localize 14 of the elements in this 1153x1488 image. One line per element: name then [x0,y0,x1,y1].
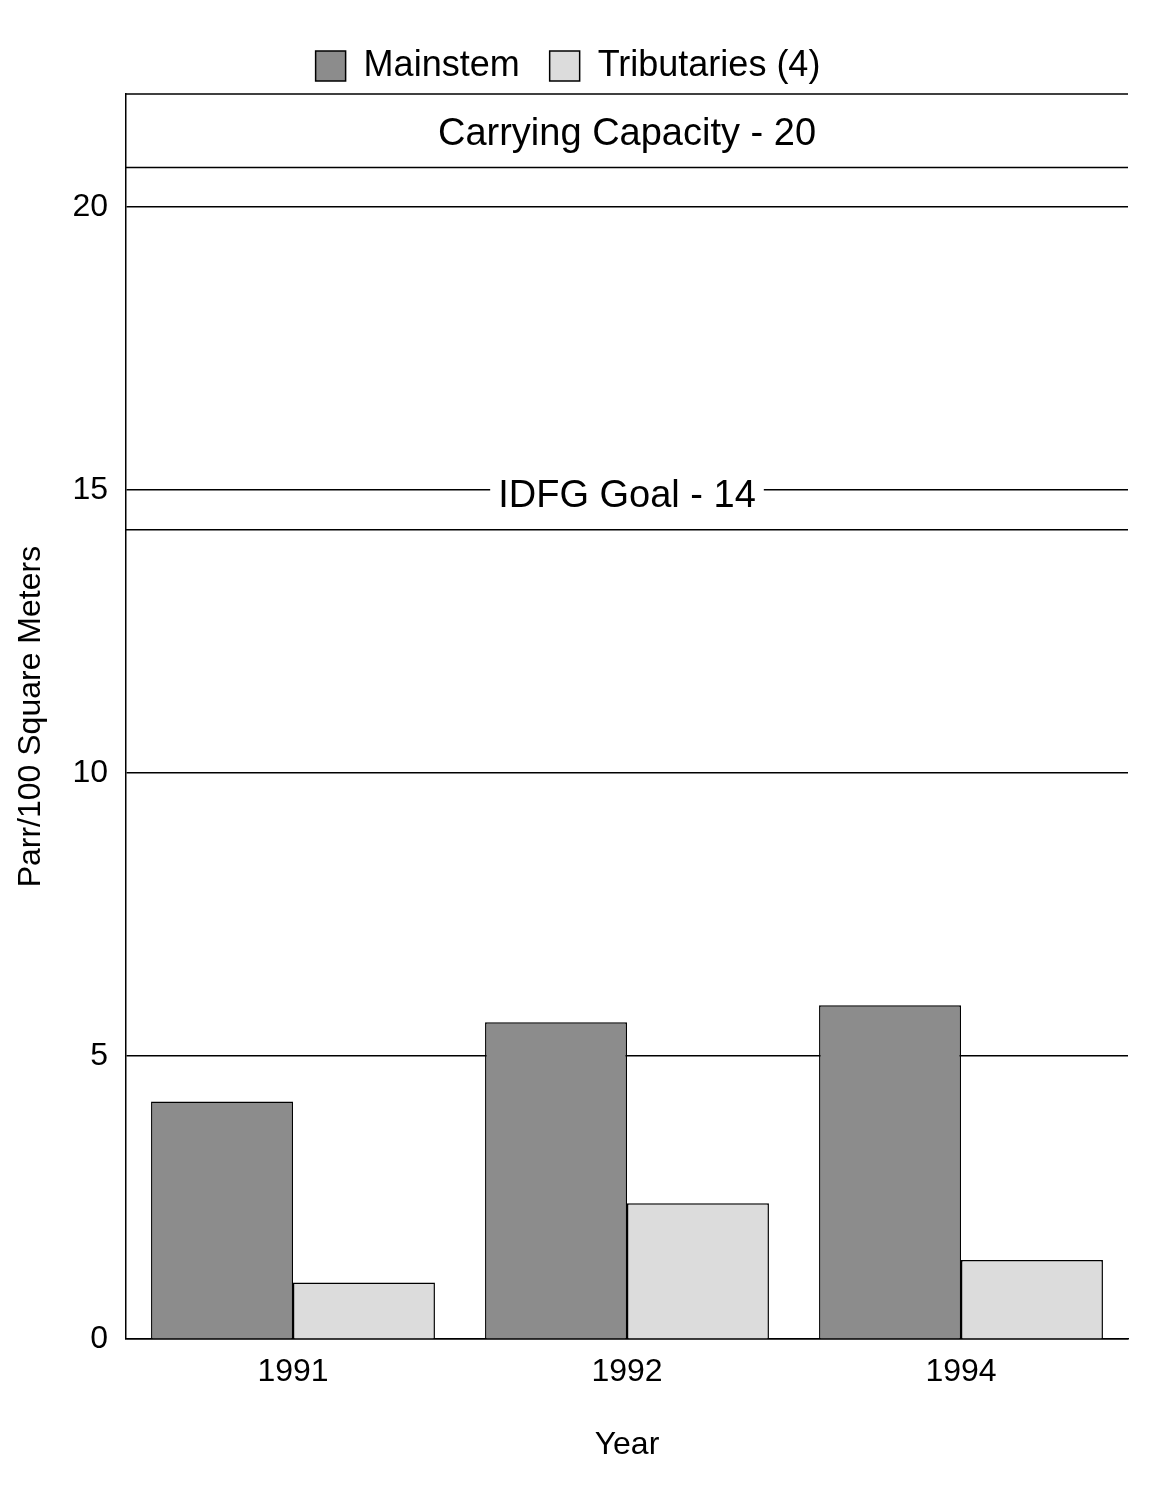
ref-line-label: Carrying Capacity - 20 [437,111,817,154]
legend-label: Tributaries (4) [597,42,821,84]
y-tick-label: 10 [72,753,108,790]
y-tick-label: 20 [72,187,108,224]
ref-line-label: IDFG Goal - 14 [498,473,756,516]
y-tick-label: 5 [90,1036,108,1073]
x-axis-title: Year [594,1424,660,1461]
y-axis-title: Parr/100 Square Meters [11,545,48,888]
y-tick-label: 0 [90,1319,108,1356]
legend-label: Mainstem [363,42,520,84]
x-tick-label: 1994 [925,1352,997,1389]
x-tick-label: 1991 [257,1352,329,1389]
y-tick-label: 15 [72,470,108,507]
x-tick-label: 1992 [591,1352,663,1389]
